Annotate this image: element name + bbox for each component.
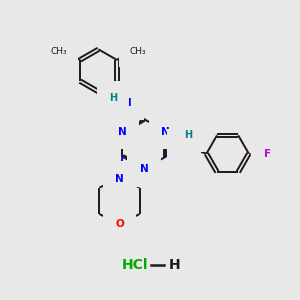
- Text: CH₃: CH₃: [130, 47, 146, 56]
- Text: H: H: [169, 258, 181, 272]
- Text: F: F: [264, 149, 271, 159]
- Text: HCl: HCl: [122, 258, 148, 272]
- Text: N: N: [140, 164, 148, 174]
- Text: H: H: [109, 93, 117, 103]
- Text: O: O: [115, 219, 124, 229]
- Text: H: H: [184, 130, 192, 140]
- Text: N: N: [115, 174, 124, 184]
- Text: N: N: [123, 98, 131, 108]
- Text: N: N: [118, 127, 127, 136]
- Text: CH₃: CH₃: [50, 47, 67, 56]
- Text: N: N: [180, 141, 189, 151]
- Text: N: N: [161, 127, 170, 136]
